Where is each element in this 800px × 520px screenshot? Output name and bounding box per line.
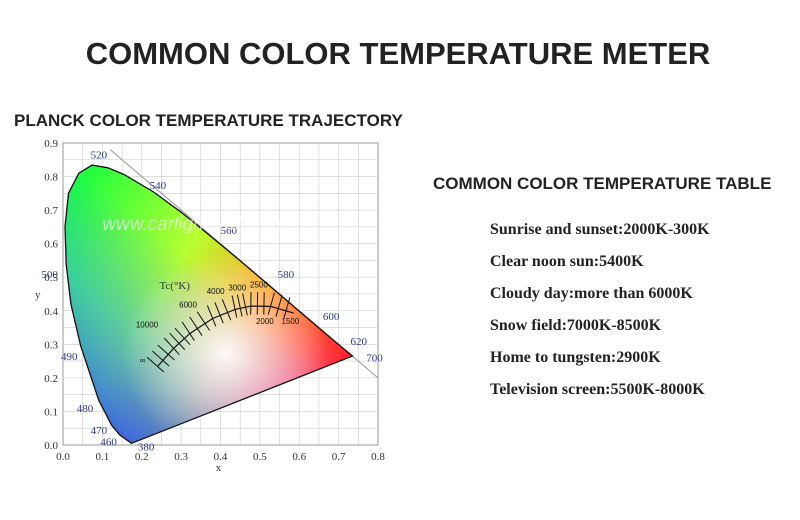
locus-label: Tc(°K) [159,280,190,292]
temperature-label: 6000 [179,300,197,309]
y-tick-label: 0.8 [44,172,58,184]
temperature-label: 2000 [256,317,274,326]
wavelength-label: 480 [77,403,94,415]
x-tick-label: 0.3 [174,451,188,463]
y-axis-label: y [35,289,41,301]
x-tick-label: 0.5 [253,451,267,463]
isotherm [231,295,238,318]
y-tick-label: 0.1 [44,406,58,418]
y-tick-label: 0.2 [44,373,58,385]
wavelength-label: 460 [100,437,117,449]
isotherm [174,327,191,346]
page-title: COMMON COLOR TEMPERATURE METER [86,36,711,71]
temperature-table: Sunrise and sunset:2000K-300K Clear noon … [490,221,710,398]
wavelength-label: 540 [150,180,167,192]
isotherm [214,302,224,324]
table-row: Cloudy day:more than 6000K [490,285,693,302]
temperature-label: 2500 [250,280,268,289]
diagram-title: PLANCK COLOR TEMPERATURE TRAJECTORY [14,111,403,130]
color-gamut [65,165,353,444]
isotherm [181,321,195,341]
x-tick-label: 0.4 [214,451,228,463]
watermark: www.carlight-led.com [102,214,282,235]
spectral-locus [64,164,354,445]
isotherm [152,350,170,367]
y-tick-label: 0.4 [44,306,58,318]
wavelength-label: 490 [61,351,78,363]
wavelength-label: 470 [91,425,108,437]
wavelength-label: 380 [138,442,155,454]
isotherm [189,316,203,336]
temperature-label: 1500 [282,317,300,326]
isotherm [267,292,275,315]
x-tick-label: 0.7 [332,451,346,463]
isotherm [163,337,180,355]
isotherm [283,297,291,320]
planck-locus [157,305,294,367]
table-row: Sunrise and sunset:2000K-300K [490,221,710,238]
gamut-fill [65,165,353,444]
isotherm [157,344,175,361]
y-tick-label: 0.9 [44,138,58,150]
y-tick-label: 0.5 [44,272,58,284]
x-tick-label: 0.2 [135,451,149,463]
x-tick-label: 0.8 [371,451,385,463]
y-tick-label: 0.3 [44,339,58,351]
wavelength-label: 500 [41,269,58,281]
x-tick-label: 0.0 [56,451,70,463]
x-axis-label: x [216,462,222,474]
x-tick-label: 0.1 [96,451,110,463]
temperature-label: 4000 [207,287,225,296]
wavelength-label: 620 [350,336,367,348]
y-tick-label: 0.6 [44,239,58,251]
table-row: Snow field:7000K-8500K [490,317,662,334]
table-row: Home to tungsten:2900K [490,349,661,366]
wavelength-label: 600 [323,311,340,323]
wavelength-label: 520 [91,150,108,162]
isotherm [236,294,243,317]
y-tick-label: 0.0 [44,440,58,452]
table-row: Television screen:5500K-8000K [490,381,705,398]
isotherm [169,332,186,350]
x-tick-label: 0.6 [292,451,306,463]
temperature-label: 10000 [136,321,159,330]
isotherm [242,293,248,316]
table-title: COMMON COLOR TEMPERATURE TABLE [433,174,771,193]
isotherm [196,311,211,331]
isotherm [275,295,283,317]
wavelength-label: 580 [278,269,295,281]
isotherm [221,299,232,321]
y-tick-label: 0.7 [44,205,58,217]
isotherm [146,356,165,373]
temperature-label: 3000 [228,284,246,293]
wavelength-label: 700 [366,353,383,365]
table-row: Clear noon sun:5400K [490,253,644,270]
temperature-label: ∞ [140,356,146,365]
isotherm [206,305,217,327]
wavelength-label: 560 [221,225,238,237]
